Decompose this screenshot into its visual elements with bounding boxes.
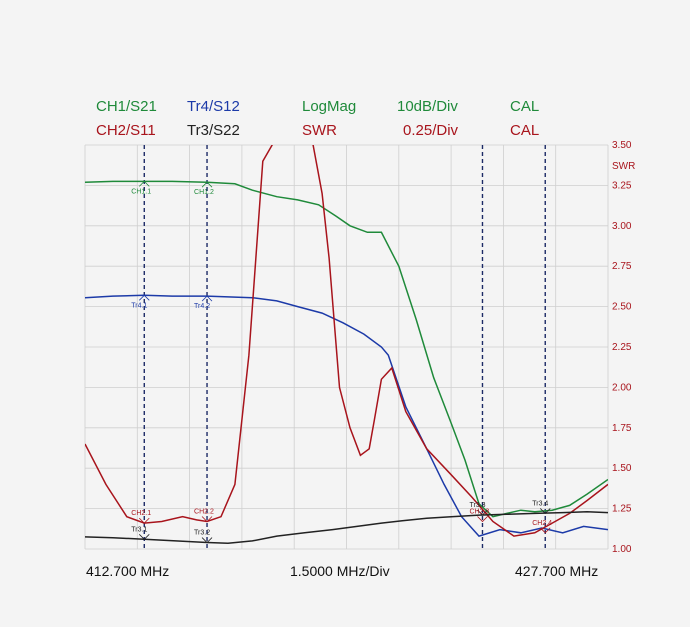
marker-pointer bbox=[477, 516, 488, 523]
y-axis-title: SWR bbox=[612, 161, 635, 172]
marker-label: Tr4.1 bbox=[131, 302, 147, 309]
marker-pointer bbox=[138, 294, 150, 301]
y-tick-label: 1.25 bbox=[612, 504, 632, 515]
marker-pointer bbox=[477, 509, 488, 516]
tr4-label: Tr4/S12 bbox=[187, 98, 240, 115]
y-tick-label: 2.50 bbox=[612, 302, 632, 313]
marker-label: CH2.3 bbox=[469, 509, 489, 516]
marker-pointer bbox=[201, 516, 213, 523]
start-frequency: 412.700 MHz bbox=[86, 563, 170, 579]
marker-label: CH1.1 bbox=[131, 188, 151, 195]
marker-pointer bbox=[138, 180, 150, 187]
stop-frequency: 427.700 MHz bbox=[515, 563, 599, 579]
marker-label: CH1.2 bbox=[194, 189, 214, 196]
ch2-label: CH2/S11 bbox=[96, 122, 156, 139]
marker-label: Tr3.3 bbox=[469, 502, 485, 509]
marker-pointer bbox=[539, 508, 551, 515]
scale1-label: 10dB/Div bbox=[397, 98, 458, 115]
marker-label: CH2.4 bbox=[532, 520, 552, 527]
tr3-label: Tr3/S22 bbox=[187, 122, 240, 139]
marker-label: Tr3.1 bbox=[131, 526, 147, 533]
cal2-label: CAL bbox=[510, 122, 540, 139]
marker-pointer bbox=[201, 181, 213, 188]
y-tick-label: 2.00 bbox=[612, 382, 632, 393]
y-tick-label: 1.75 bbox=[612, 423, 632, 434]
y-tick-label: 3.50 bbox=[612, 140, 632, 151]
marker-pointer bbox=[138, 534, 150, 540]
scale2-label: 0.25/Div bbox=[403, 122, 459, 139]
marker-label: CH2.1 bbox=[131, 510, 151, 517]
format1-label: LogMag bbox=[302, 98, 357, 115]
trace-tr3-s22 bbox=[85, 511, 608, 545]
trace-ch1-s21 bbox=[85, 180, 608, 518]
marker-label: Tr4.2 bbox=[194, 303, 210, 310]
cal1-label: CAL bbox=[510, 98, 540, 115]
marker-pointer bbox=[201, 295, 213, 302]
span-per-div: 1.5000 MHz/Div bbox=[290, 563, 390, 579]
marker-pointer bbox=[201, 537, 213, 544]
marker-pointer bbox=[539, 527, 551, 534]
y-tick-label: 3.25 bbox=[612, 180, 632, 191]
y-tick-label: 2.25 bbox=[612, 342, 632, 353]
y-tick-label: 2.75 bbox=[612, 261, 632, 272]
trace-ch2-s11 bbox=[85, 145, 608, 537]
y-tick-label: 1.00 bbox=[612, 544, 632, 555]
ch1-label: CH1/S21 bbox=[96, 98, 157, 115]
y-tick-label: 1.50 bbox=[612, 463, 632, 474]
y-tick-label: 3.00 bbox=[612, 221, 632, 232]
marker-label: Tr3.4 bbox=[532, 500, 548, 507]
format2-label: SWR bbox=[302, 122, 337, 139]
marker-label: CH2.2 bbox=[194, 509, 214, 516]
marker-label: Tr3.2 bbox=[194, 530, 210, 537]
marker-pointer bbox=[138, 517, 150, 524]
